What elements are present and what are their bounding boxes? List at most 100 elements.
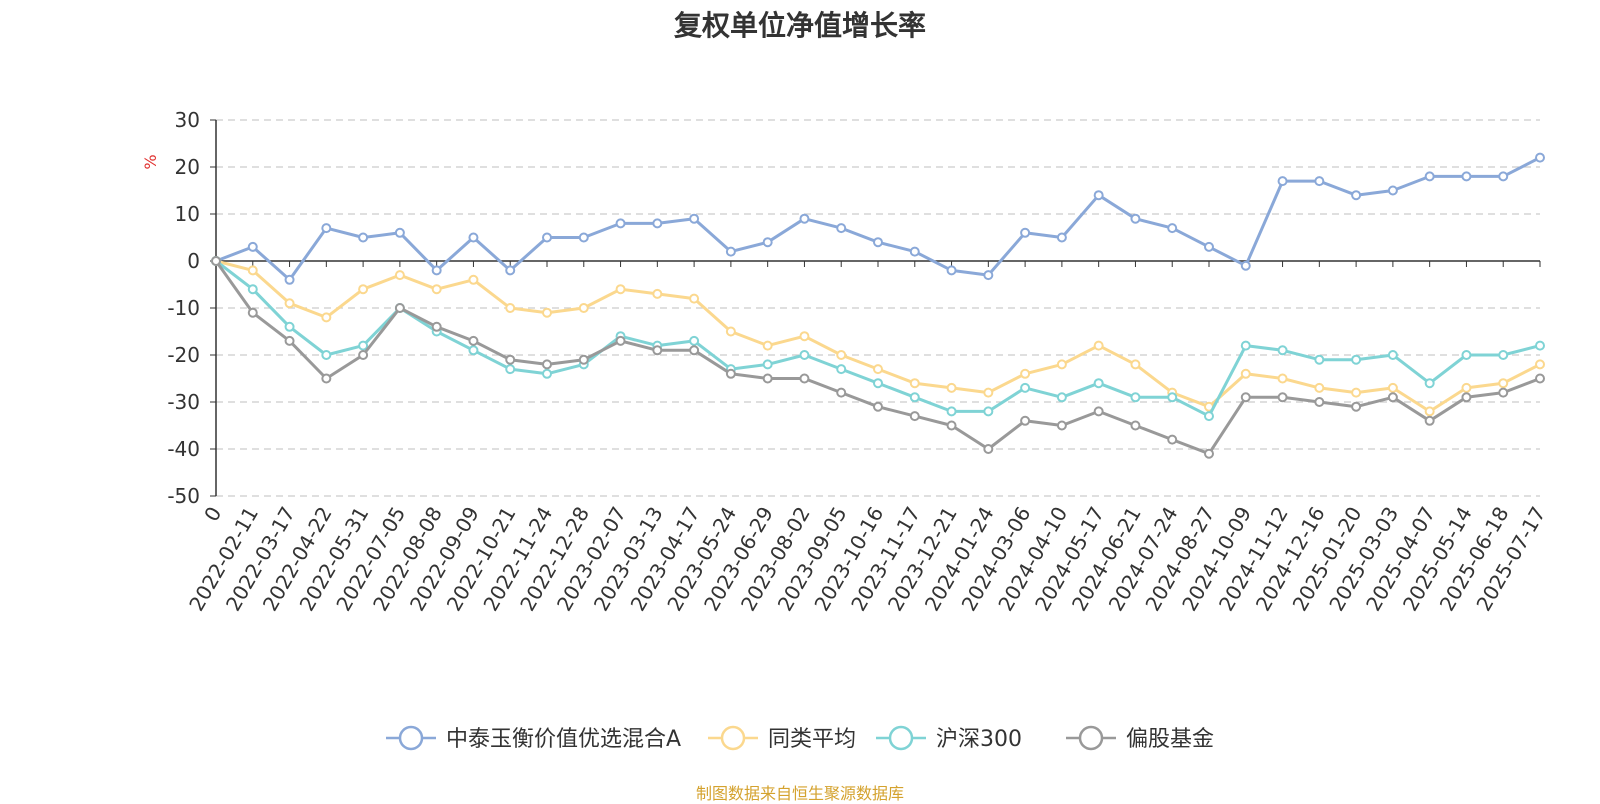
y-tick-label: 10 [175, 202, 200, 226]
data-point [1387, 350, 1398, 360]
data-point [1020, 382, 1031, 393]
data-point [983, 406, 994, 417]
y-tick-label: -40 [167, 437, 200, 461]
data-point [1498, 387, 1509, 398]
data-point [725, 246, 736, 257]
data-point [615, 335, 626, 346]
data-point [468, 345, 479, 356]
legend-item[interactable]: 偏股基金 [1066, 725, 1214, 752]
data-point [983, 270, 994, 281]
data-point [1277, 392, 1288, 403]
data-point [1240, 340, 1251, 351]
data-point [1056, 232, 1067, 243]
data-point [358, 350, 369, 360]
legend-marker-icon [398, 725, 424, 751]
data-point [873, 401, 883, 412]
data-point [1240, 260, 1251, 271]
data-point [468, 335, 479, 346]
legend-item[interactable]: 中泰玉衡价值优选混合A [386, 725, 681, 752]
series-group [211, 256, 1545, 459]
series-line [214, 259, 1542, 413]
data-point [1167, 223, 1178, 234]
data-point [247, 284, 258, 295]
data-point [689, 213, 700, 224]
data-point [1535, 373, 1545, 384]
data-point [1056, 359, 1067, 370]
legend-item[interactable]: 沪深300 [876, 725, 1022, 752]
data-point [909, 378, 920, 389]
data-point [1277, 373, 1288, 384]
data-point [394, 303, 405, 313]
data-point [1351, 401, 1362, 412]
data-point [909, 411, 920, 422]
series-line [214, 259, 1542, 456]
data-point [946, 265, 957, 276]
y-tick-label: 0 [187, 249, 200, 273]
data-point [762, 373, 773, 384]
data-point [1314, 176, 1325, 187]
y-tick-label: -30 [167, 390, 200, 414]
data-point [284, 298, 295, 309]
data-point [1130, 213, 1141, 224]
y-tick-label: -20 [167, 343, 200, 367]
data-point [247, 241, 258, 252]
legend-label: 沪深300 [936, 727, 1022, 752]
legend[interactable]: 中泰玉衡价值优选混合A 同类平均 沪深300 偏股基金 [386, 725, 1214, 752]
data-point [1498, 350, 1509, 360]
data-point [873, 237, 883, 248]
legend-label: 中泰玉衡价值优选混合A [446, 727, 681, 752]
data-point [1535, 152, 1545, 163]
legend-marker-icon [1078, 725, 1104, 751]
data-point [1277, 176, 1288, 187]
source-note: 制图数据来自恒生聚源数据库 [695, 784, 904, 803]
data-point [1130, 420, 1141, 431]
data-point [762, 359, 773, 370]
data-point [1240, 392, 1251, 403]
data-point [1351, 190, 1362, 201]
data-point [1240, 368, 1251, 379]
data-point [358, 340, 369, 351]
data-point [652, 288, 663, 299]
data-point [247, 307, 258, 318]
data-point [321, 350, 332, 360]
data-point [799, 213, 810, 224]
data-point [505, 364, 516, 375]
data-point [578, 232, 589, 243]
data-point [1424, 406, 1435, 417]
series-group [211, 256, 1545, 422]
data-point [1093, 340, 1104, 351]
data-point [946, 420, 957, 431]
data-point [1204, 411, 1214, 422]
data-point [983, 444, 994, 454]
x-tick-label: 0 [199, 503, 226, 526]
data-point [1020, 368, 1031, 379]
data-point [578, 303, 589, 313]
data-point [321, 373, 332, 384]
data-point [211, 256, 221, 266]
data-point [836, 387, 847, 398]
series-group [211, 256, 1545, 417]
data-point [873, 378, 883, 389]
data-point [431, 265, 442, 276]
data-point [505, 265, 516, 276]
data-point [1498, 378, 1509, 389]
y-tick-label: 20 [175, 155, 200, 179]
y-tick-label: -50 [167, 484, 200, 508]
legend-item[interactable]: 同类平均 [708, 725, 856, 752]
data-point [1461, 171, 1472, 182]
data-point [358, 284, 369, 295]
data-point [799, 331, 810, 342]
data-point [1461, 350, 1472, 360]
data-point [1056, 392, 1067, 403]
data-point [1020, 227, 1031, 238]
data-point [652, 218, 663, 229]
data-point [247, 265, 258, 276]
legend-label: 同类平均 [768, 727, 856, 752]
data-point [689, 335, 700, 346]
data-point [1387, 392, 1398, 403]
data-point [542, 368, 552, 379]
chart-title: 复权单位净值增长率 [673, 9, 926, 42]
legend-label: 偏股基金 [1126, 727, 1214, 752]
data-point [1424, 378, 1435, 389]
